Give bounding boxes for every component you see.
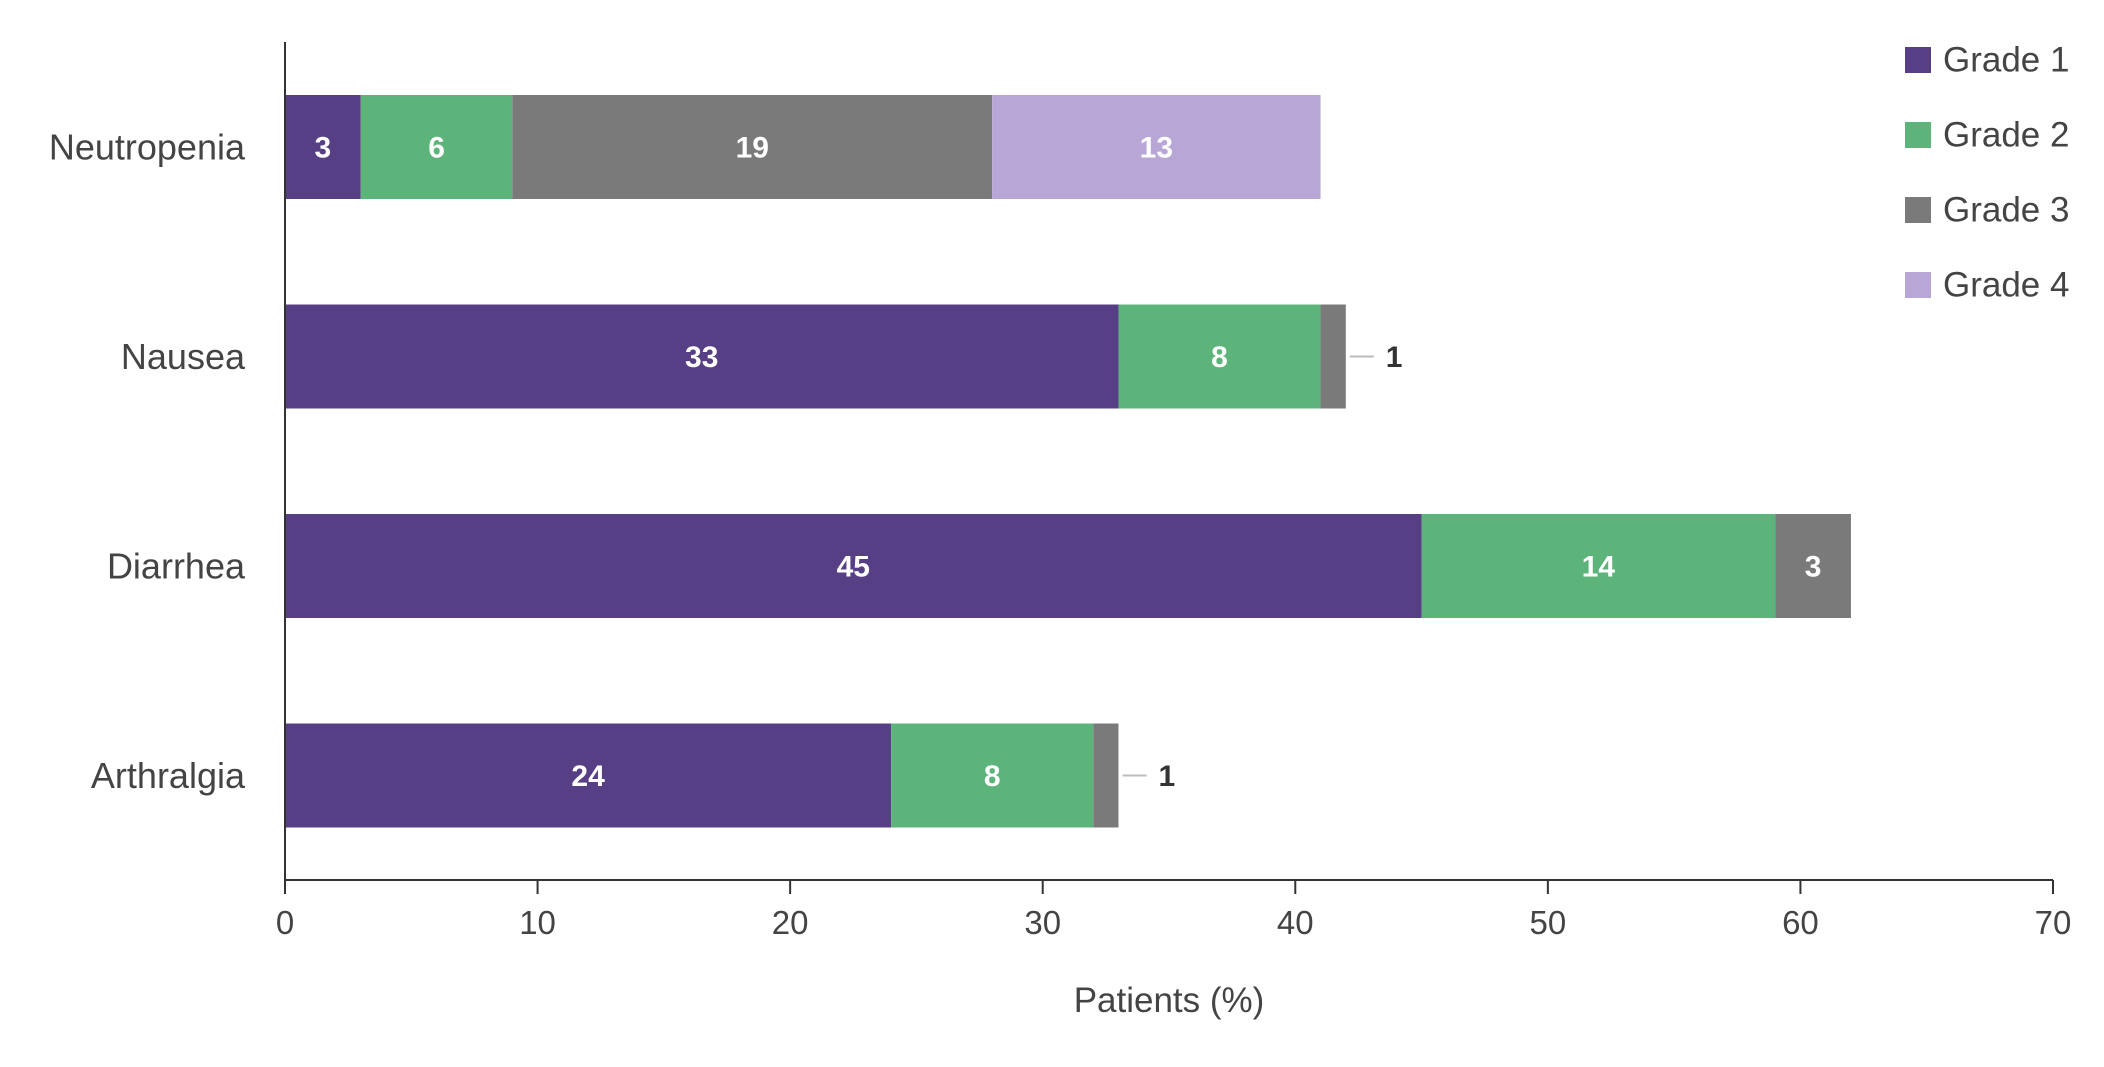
bar-neutropenia-grade-1 (285, 95, 361, 199)
bar-diarrhea-grade-1 (285, 514, 1422, 618)
x-tick-label-40: 40 (1277, 904, 1314, 941)
data-label-diarrhea-grade-1: 45 (837, 551, 870, 584)
data-label-diarrhea-grade-3: 3 (1805, 551, 1822, 584)
bar-diarrhea-grade-3 (1775, 514, 1851, 618)
data-label-neutropenia-grade-1: 3 (315, 132, 332, 165)
bar-arthralgia-grade-1 (285, 723, 892, 828)
bar-diarrhea-grade-2 (1421, 514, 1776, 618)
data-label-nausea-grade-3: 1 (1386, 341, 1403, 374)
data-label-arthralgia-grade-1: 24 (571, 760, 605, 793)
legend-swatch-grade-1 (1905, 47, 1931, 73)
x-tick-label-70: 70 (2035, 904, 2072, 941)
legend-label-grade-2: Grade 2 (1943, 116, 2069, 155)
data-label-arthralgia-grade-2: 8 (984, 760, 1001, 793)
bar-nausea-grade-1 (285, 304, 1119, 409)
data-label-nausea-grade-2: 8 (1211, 341, 1228, 374)
category-label-nausea: Nausea (121, 336, 246, 377)
legend-swatch-grade-2 (1905, 122, 1931, 148)
legend-label-grade-1: Grade 1 (1943, 41, 2069, 80)
data-label-nausea-grade-1: 33 (685, 341, 718, 374)
x-axis-title: Patients (%) (1074, 981, 1265, 1020)
data-label-neutropenia-grade-2: 6 (428, 132, 445, 165)
bars-group (285, 95, 1851, 828)
x-axis: 0 10 20 30 40 50 60 70 (276, 42, 2072, 941)
data-label-arthralgia-grade-3: 1 (1158, 760, 1175, 793)
legend-swatch-grade-4 (1905, 272, 1931, 298)
category-label-diarrhea: Diarrhea (107, 546, 246, 587)
category-label-neutropenia: Neutropenia (49, 127, 246, 168)
bar-neutropenia-grade-2 (360, 95, 513, 199)
bar-arthralgia-grade-3 (1093, 723, 1119, 828)
x-tick-label-0: 0 (276, 904, 294, 941)
legend-label-grade-3: Grade 3 (1943, 191, 2069, 230)
legend-label-grade-4: Grade 4 (1943, 266, 2069, 305)
x-tick-label-60: 60 (1782, 904, 1819, 941)
x-tick-label-20: 20 (772, 904, 809, 941)
data-label-neutropenia-grade-4: 13 (1140, 132, 1173, 165)
x-tick-label-50: 50 (1529, 904, 1566, 941)
category-label-arthralgia: Arthralgia (91, 755, 246, 796)
data-label-diarrhea-grade-2: 14 (1582, 551, 1616, 584)
bar-neutropenia-grade-4 (992, 95, 1321, 199)
data-label-neutropenia-grade-3: 19 (736, 132, 769, 165)
data-labels-group: 3 6 19 13 33 8 1 45 14 3 24 8 1 (315, 132, 1822, 794)
legend-swatch-grade-3 (1905, 197, 1931, 223)
bar-arthralgia-grade-2 (891, 723, 1094, 828)
category-labels-group: Neutropenia Nausea Diarrhea Arthralgia (49, 127, 246, 797)
x-tick-label-30: 30 (1024, 904, 1061, 941)
bar-nausea-grade-3 (1320, 304, 1346, 409)
x-tick-label-10: 10 (519, 904, 556, 941)
legend: Grade 1 Grade 2 Grade 3 Grade 4 (1905, 41, 2069, 305)
bar-neutropenia-grade-3 (512, 95, 993, 199)
bar-nausea-grade-2 (1118, 304, 1321, 409)
